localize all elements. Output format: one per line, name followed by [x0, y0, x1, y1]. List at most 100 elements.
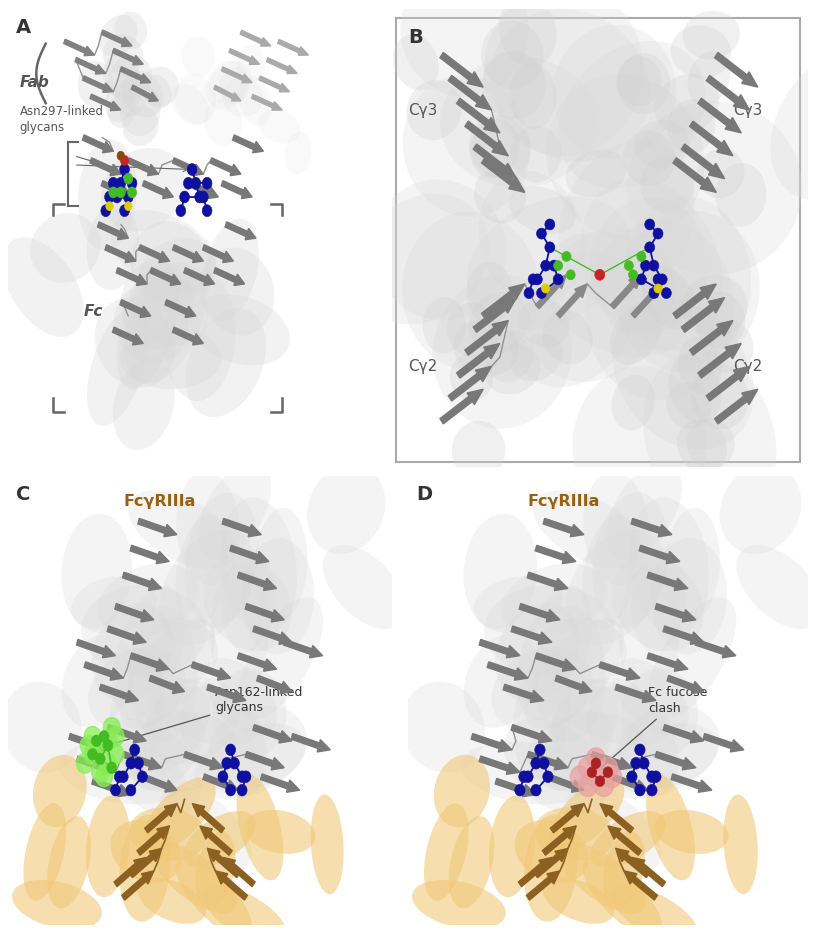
- FancyArrow shape: [535, 275, 566, 309]
- FancyArrow shape: [663, 626, 704, 644]
- Ellipse shape: [171, 84, 209, 125]
- Ellipse shape: [694, 291, 745, 348]
- Ellipse shape: [618, 53, 670, 114]
- Circle shape: [528, 274, 539, 285]
- Ellipse shape: [553, 24, 676, 159]
- Ellipse shape: [510, 334, 563, 381]
- Text: Fc: Fc: [83, 304, 103, 319]
- Ellipse shape: [159, 786, 251, 873]
- Ellipse shape: [81, 586, 207, 676]
- Circle shape: [645, 219, 654, 230]
- Ellipse shape: [78, 61, 113, 107]
- Ellipse shape: [180, 685, 268, 797]
- Ellipse shape: [412, 880, 506, 929]
- FancyArrow shape: [267, 58, 297, 74]
- Circle shape: [628, 270, 637, 280]
- Ellipse shape: [120, 327, 222, 389]
- Ellipse shape: [557, 679, 671, 745]
- Circle shape: [570, 766, 589, 787]
- Ellipse shape: [138, 878, 206, 924]
- Ellipse shape: [402, 211, 539, 371]
- Ellipse shape: [114, 284, 189, 363]
- Ellipse shape: [131, 221, 212, 313]
- Circle shape: [202, 205, 212, 217]
- FancyArrow shape: [616, 848, 650, 878]
- Circle shape: [645, 242, 654, 253]
- Ellipse shape: [255, 508, 308, 622]
- Ellipse shape: [323, 545, 406, 629]
- Circle shape: [647, 785, 657, 796]
- Ellipse shape: [122, 106, 158, 146]
- Ellipse shape: [558, 842, 646, 913]
- Circle shape: [127, 187, 136, 198]
- Circle shape: [130, 744, 140, 756]
- Ellipse shape: [122, 713, 237, 793]
- Circle shape: [107, 762, 117, 773]
- Circle shape: [587, 748, 605, 770]
- FancyArrow shape: [165, 300, 196, 318]
- Ellipse shape: [237, 45, 264, 84]
- FancyBboxPatch shape: [396, 19, 800, 462]
- Circle shape: [134, 757, 144, 769]
- Ellipse shape: [450, 353, 493, 402]
- Ellipse shape: [690, 363, 748, 430]
- FancyArrow shape: [503, 685, 544, 702]
- Ellipse shape: [406, 79, 462, 140]
- Ellipse shape: [543, 878, 614, 924]
- Ellipse shape: [109, 650, 164, 778]
- Ellipse shape: [221, 497, 297, 635]
- FancyArrow shape: [600, 803, 633, 833]
- Ellipse shape: [724, 795, 758, 894]
- Ellipse shape: [129, 606, 197, 743]
- FancyArrow shape: [221, 180, 252, 199]
- Ellipse shape: [736, 545, 816, 629]
- Circle shape: [109, 177, 118, 190]
- Ellipse shape: [259, 109, 300, 144]
- Ellipse shape: [244, 810, 316, 854]
- Circle shape: [91, 735, 101, 746]
- Circle shape: [104, 717, 120, 737]
- FancyArrow shape: [632, 857, 666, 886]
- Ellipse shape: [621, 668, 698, 759]
- Text: Cγ2: Cγ2: [733, 359, 762, 374]
- FancyArrow shape: [707, 366, 750, 401]
- Ellipse shape: [474, 167, 526, 223]
- Ellipse shape: [374, 179, 507, 320]
- FancyArrow shape: [647, 573, 688, 590]
- Ellipse shape: [129, 807, 206, 860]
- Ellipse shape: [12, 880, 102, 929]
- Ellipse shape: [111, 210, 216, 292]
- Ellipse shape: [181, 36, 215, 77]
- Ellipse shape: [196, 831, 235, 909]
- FancyArrow shape: [695, 640, 736, 658]
- FancyArrow shape: [207, 848, 240, 878]
- FancyArrow shape: [131, 653, 169, 672]
- Circle shape: [116, 187, 126, 198]
- FancyArrow shape: [90, 158, 121, 176]
- Circle shape: [641, 261, 650, 271]
- Circle shape: [603, 767, 613, 778]
- Ellipse shape: [467, 196, 632, 330]
- Ellipse shape: [630, 497, 709, 635]
- Ellipse shape: [484, 586, 615, 676]
- Ellipse shape: [204, 658, 277, 736]
- FancyArrow shape: [237, 653, 277, 672]
- Circle shape: [523, 771, 533, 783]
- Circle shape: [123, 191, 133, 203]
- Ellipse shape: [668, 354, 721, 423]
- FancyArrow shape: [535, 545, 576, 563]
- Circle shape: [602, 766, 622, 787]
- Ellipse shape: [558, 41, 705, 189]
- Circle shape: [530, 757, 541, 769]
- Ellipse shape: [524, 618, 624, 729]
- FancyArrow shape: [647, 653, 688, 672]
- Ellipse shape: [509, 64, 557, 129]
- FancyArrow shape: [698, 344, 741, 378]
- Text: C: C: [16, 486, 30, 504]
- Ellipse shape: [91, 603, 172, 702]
- Circle shape: [84, 744, 101, 764]
- FancyArrow shape: [681, 144, 725, 178]
- FancyArrow shape: [663, 725, 704, 743]
- FancyArrow shape: [639, 545, 680, 563]
- Text: D: D: [416, 486, 432, 504]
